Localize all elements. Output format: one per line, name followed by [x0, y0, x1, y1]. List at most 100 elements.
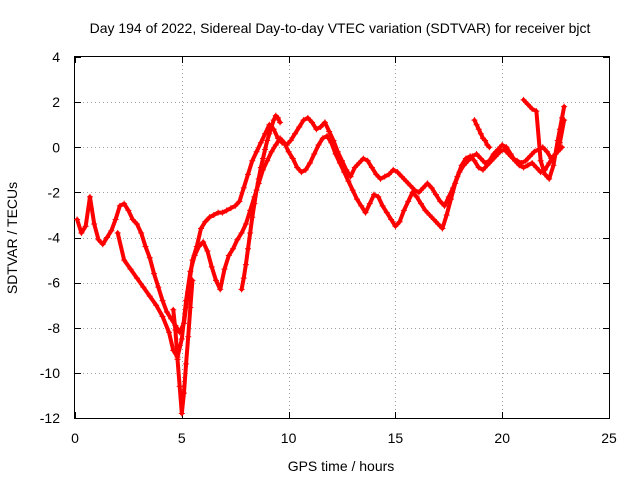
data-point — [191, 252, 198, 259]
data-point — [341, 169, 348, 176]
data-point — [221, 266, 228, 273]
x-tick-label: 0 — [71, 430, 79, 446]
data-point — [520, 164, 527, 171]
data-point — [398, 173, 405, 180]
data-point — [292, 130, 299, 137]
x-axis-label: GPS time / hours — [288, 458, 395, 474]
data-point — [294, 164, 301, 171]
data-point — [287, 137, 294, 144]
y-tick-label: 0 — [52, 139, 60, 155]
data-point — [520, 96, 527, 103]
data-point — [264, 157, 271, 164]
data-point — [230, 245, 237, 252]
data-point — [477, 130, 484, 137]
data-point — [155, 284, 162, 291]
data-point — [225, 252, 232, 259]
data-point — [304, 114, 311, 121]
data-point — [561, 103, 568, 110]
data-point — [390, 166, 397, 173]
data-point — [309, 119, 316, 126]
data-point — [74, 216, 81, 223]
data-point — [274, 114, 281, 121]
data-point — [328, 139, 335, 146]
y-axis-label: SDTVAR / TECUs — [4, 182, 20, 294]
data-point — [183, 360, 190, 367]
data-point — [396, 218, 403, 225]
data-point — [368, 164, 375, 171]
data-point — [285, 148, 292, 155]
data-point — [257, 164, 264, 171]
data-point — [437, 198, 444, 205]
data-point — [270, 117, 277, 124]
data-point — [116, 202, 123, 209]
data-point — [257, 139, 264, 146]
data-point — [219, 209, 226, 216]
data-point — [138, 229, 145, 236]
data-point — [247, 229, 254, 236]
data-point — [319, 135, 326, 142]
data-point — [394, 169, 401, 176]
data-point — [255, 175, 262, 182]
data-point — [176, 383, 183, 390]
data-point — [383, 209, 390, 216]
data-point — [533, 164, 540, 171]
data-point — [531, 148, 538, 155]
plot-frame — [74, 56, 610, 419]
data-point — [546, 160, 553, 167]
chart-title: Day 194 of 2022, Sidereal Day-to-day VTE… — [90, 20, 591, 36]
x-tick-label: 15 — [388, 430, 404, 446]
data-point — [381, 173, 388, 180]
data-point — [347, 173, 354, 180]
data-point — [202, 218, 209, 225]
data-point — [170, 306, 177, 313]
data-point — [281, 139, 288, 146]
data-point — [482, 160, 489, 167]
data-point — [554, 137, 561, 144]
data-point — [245, 171, 252, 178]
data-point — [392, 223, 399, 230]
data-point — [366, 200, 373, 207]
grid-lines — [75, 57, 609, 418]
data-point — [364, 157, 371, 164]
data-point — [249, 157, 256, 164]
y-tick-label: -12 — [40, 410, 60, 426]
data-point — [104, 234, 111, 241]
data-point — [443, 211, 450, 218]
data-point — [195, 243, 202, 250]
data-point — [516, 162, 523, 169]
data-point — [264, 137, 271, 144]
data-point — [236, 198, 243, 205]
data-point — [140, 284, 147, 291]
data-point — [121, 200, 128, 207]
data-point — [159, 297, 166, 304]
data-point — [204, 248, 211, 255]
data-point — [268, 123, 275, 130]
data-point — [428, 184, 435, 191]
data-point — [524, 101, 531, 108]
data-point — [360, 155, 367, 162]
data-point — [249, 214, 256, 221]
data-point — [475, 126, 482, 133]
data-point — [471, 117, 478, 124]
data-point — [78, 229, 85, 236]
data-point — [388, 216, 395, 223]
data-point — [486, 144, 493, 151]
data-point — [313, 126, 320, 133]
data-point — [172, 327, 179, 334]
data-point — [405, 198, 412, 205]
data-point — [332, 151, 339, 158]
data-point — [251, 200, 258, 207]
data-point — [353, 196, 360, 203]
data-point — [482, 137, 489, 144]
data-point — [546, 175, 553, 182]
data-point — [212, 277, 219, 284]
data-point — [129, 216, 136, 223]
data-point — [185, 333, 192, 340]
data-point — [373, 171, 380, 178]
data-point — [99, 241, 106, 248]
data-point — [165, 329, 172, 336]
data-point — [146, 293, 153, 300]
data-point — [200, 239, 207, 246]
data-point — [302, 166, 309, 173]
